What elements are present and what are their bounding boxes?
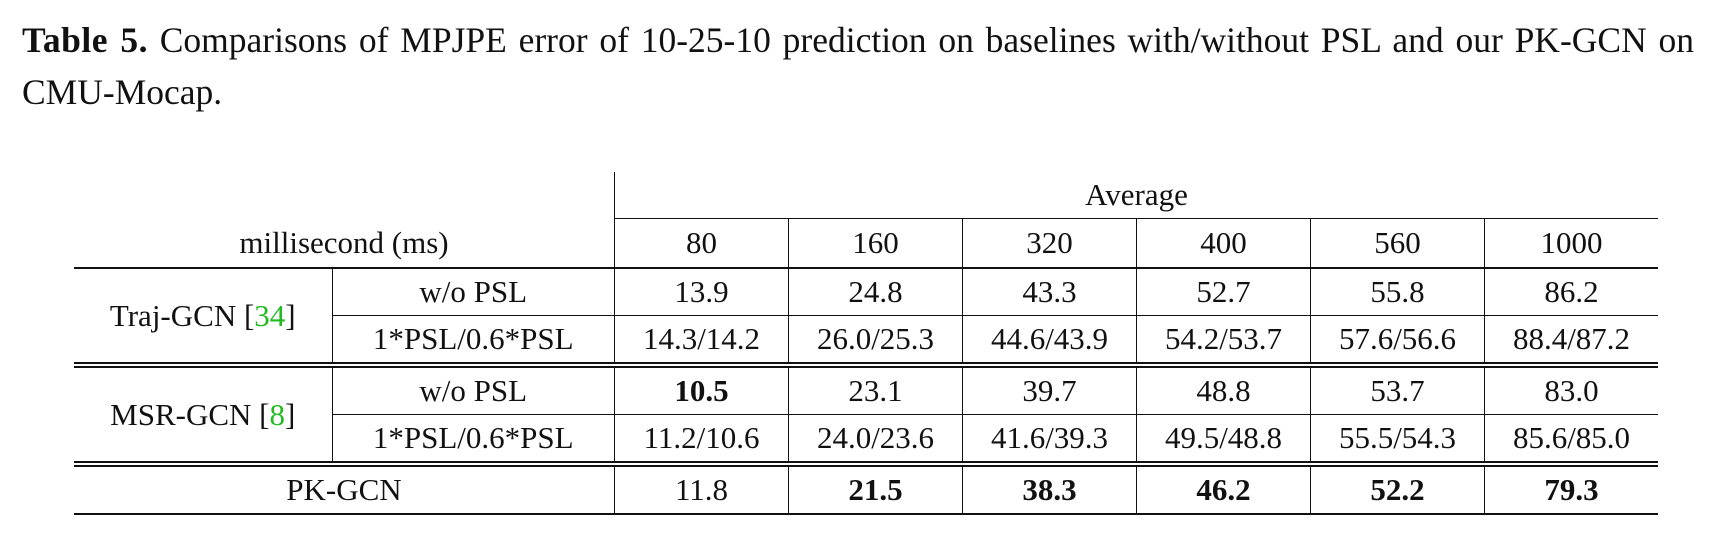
table-row-ours: PK-GCN 11.8 21.5 38.3 46.2 52.2 79.3: [74, 461, 1658, 515]
col-header: 320: [962, 218, 1137, 269]
value-cell: 39.7: [962, 362, 1137, 415]
value-cell-best: 79.3: [1484, 461, 1658, 515]
value-cell: 49.5/48.8: [1136, 414, 1311, 464]
header-row-average: Average: [74, 172, 1658, 219]
col-header: 80: [614, 218, 789, 269]
value-cell: 85.6/85.0: [1484, 414, 1658, 464]
method-msr-gcn: MSR-GCN [8]: [74, 362, 332, 464]
value-cell: 52.7: [1136, 268, 1311, 316]
table-row: MSR-GCN [8] w/o PSL 10.5 23.1 39.7 48.8 …: [74, 362, 1658, 464]
setting-cell: w/o PSL: [331, 362, 615, 415]
setting-cell: 1*PSL/0.6*PSL: [331, 315, 615, 365]
value-cell-best: 10.5: [614, 362, 789, 415]
value-cell: 24.0/23.6: [788, 414, 963, 464]
results-table: Average millisecond (ms) 80 160 320 400 …: [74, 172, 1658, 515]
citation-link[interactable]: 34: [254, 297, 286, 333]
setting-cell: 1*PSL/0.6*PSL: [331, 414, 615, 464]
col-header: 560: [1310, 218, 1485, 269]
setting-cell: w/o PSL: [331, 268, 615, 316]
value-cell-best: 46.2: [1136, 461, 1311, 515]
value-cell-best: 38.3: [962, 461, 1137, 515]
row-header-ms: millisecond (ms): [74, 218, 615, 269]
value-cell: 48.8: [1136, 362, 1311, 415]
value-cell-best: 21.5: [788, 461, 963, 515]
value-cell: 55.8: [1310, 268, 1485, 316]
value-cell: 11.2/10.6: [614, 414, 789, 464]
value-cell: 23.1: [788, 362, 963, 415]
value-cell: 11.8: [614, 461, 789, 515]
value-cell: 24.8: [788, 268, 963, 316]
col-header: 400: [1136, 218, 1311, 269]
col-header: 160: [788, 218, 963, 269]
col-header: 1000: [1484, 218, 1658, 269]
table-row: Traj-GCN [34] w/o PSL 13.9 24.8 43.3 52.…: [74, 268, 1658, 333]
value-cell: 54.2/53.7: [1136, 315, 1311, 365]
citation-link[interactable]: 8: [269, 396, 286, 432]
value-cell: 44.6/43.9: [962, 315, 1137, 365]
group-header-average: Average: [614, 172, 1658, 219]
value-cell: 86.2: [1484, 268, 1658, 316]
value-cell: 88.4/87.2: [1484, 315, 1658, 365]
value-cell: 14.3/14.2: [614, 315, 789, 365]
value-cell: 13.9: [614, 268, 789, 316]
caption-label: Table 5.: [22, 20, 148, 60]
header-row-ms: millisecond (ms) 80 160 320 400 560 1000: [74, 218, 1658, 269]
value-cell: 41.6/39.3: [962, 414, 1137, 464]
value-cell: 55.5/54.3: [1310, 414, 1485, 464]
value-cell: 43.3: [962, 268, 1137, 316]
value-cell: 57.6/56.6: [1310, 315, 1485, 365]
caption-text: Comparisons of MPJPE error of 10-25-10 p…: [22, 20, 1695, 112]
method-pk-gcn: PK-GCN: [74, 461, 615, 515]
method-traj-gcn: Traj-GCN [34]: [109, 297, 296, 333]
value-cell: 53.7: [1310, 362, 1485, 415]
value-cell: 26.0/25.3: [788, 315, 963, 365]
value-cell-best: 52.2: [1310, 461, 1485, 515]
table-caption: Table 5. Comparisons of MPJPE error of 1…: [22, 14, 1694, 118]
value-cell: 83.0: [1484, 362, 1658, 415]
table-row: 1*PSL/0.6*PSL 14.3/14.2 26.0/25.3 44.6/4…: [74, 315, 1658, 365]
table-row: 1*PSL/0.6*PSL 11.2/10.6 24.0/23.6 41.6/3…: [74, 414, 1658, 464]
